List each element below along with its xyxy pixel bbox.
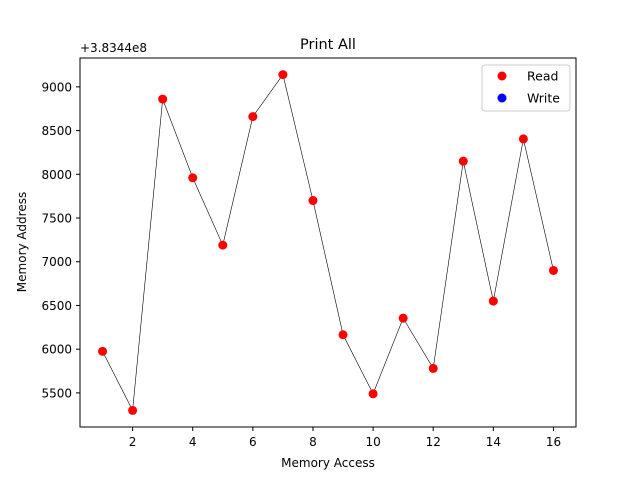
data-point-read [248, 112, 258, 122]
x-tick-label: 2 [129, 435, 137, 449]
plot-frame [79, 57, 577, 428]
x-tick-label: 12 [426, 435, 441, 449]
data-point-read [458, 156, 468, 166]
x-tick-label: 10 [365, 435, 380, 449]
x-tick-label: 14 [486, 435, 501, 449]
y-tick-label: 6500 [41, 299, 72, 313]
data-point-read [338, 330, 348, 340]
y-tick-label: 9000 [41, 80, 72, 94]
legend-marker-write [497, 93, 507, 103]
series-line-read [102, 73, 554, 412]
y-tick-label: 8000 [41, 168, 72, 182]
y-tick-label: 8500 [41, 124, 72, 138]
chart-title: Print All [300, 37, 356, 53]
x-axis-label: Memory Access [281, 456, 375, 470]
legend-label-write: Write [527, 91, 560, 106]
data-point-read [128, 405, 138, 415]
data-point-read [158, 94, 168, 104]
data-point-read [488, 296, 498, 306]
y-tick-label: 6000 [41, 343, 72, 357]
legend-marker-read [497, 71, 507, 81]
x-axis: 2 4 6 8 10 12 14 16 [129, 427, 561, 449]
y-offset-label: +3.8344e8 [80, 41, 147, 55]
x-tick-label: 6 [249, 435, 257, 449]
x-tick-label: 16 [546, 435, 561, 449]
plot-area [98, 70, 558, 415]
data-point-read [518, 134, 528, 144]
y-axis: 5500 6000 6500 7000 7500 8000 8500 9000 [41, 80, 80, 400]
legend: Read Write [481, 64, 571, 112]
y-tick-label: 5500 [41, 386, 72, 400]
y-axis-label: Memory Address [15, 192, 29, 292]
y-tick-label: 7500 [41, 212, 72, 226]
y-tick-label: 7000 [41, 255, 72, 269]
legend-label-read: Read [527, 69, 558, 84]
data-point-read [428, 363, 438, 373]
data-point-read [188, 173, 198, 183]
data-point-read [98, 346, 108, 356]
data-point-read [398, 313, 408, 323]
data-point-read [548, 265, 558, 275]
x-tick-label: 4 [189, 435, 197, 449]
x-tick-label: 8 [309, 435, 317, 449]
data-point-read [308, 196, 318, 206]
data-point-read [278, 70, 288, 80]
data-point-read [368, 389, 378, 399]
data-point-read [218, 240, 228, 250]
